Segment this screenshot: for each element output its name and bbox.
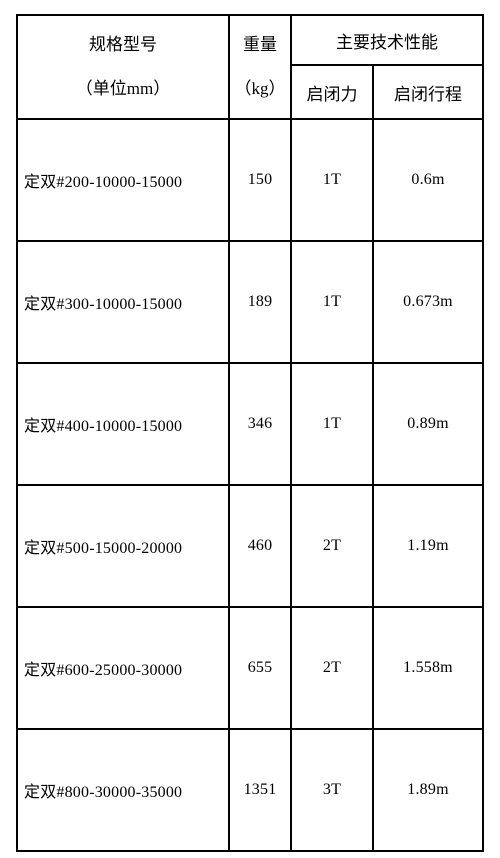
cell-weight: 346 xyxy=(229,363,291,485)
cell-force: 1T xyxy=(291,363,373,485)
header-force: 启闭力 xyxy=(291,65,373,119)
table-row: 定双#200-10000-15000 150 1T 0.6m xyxy=(17,119,483,241)
table-body: 定双#200-10000-15000 150 1T 0.6m 定双#300-10… xyxy=(17,119,483,851)
table-row: 定双#800-30000-35000 1351 3T 1.89m xyxy=(17,729,483,851)
table-row: 定双#600-25000-30000 655 2T 1.558m xyxy=(17,607,483,729)
header-weight-line1: 重量 xyxy=(230,23,290,67)
cell-weight: 1351 xyxy=(229,729,291,851)
cell-stroke: 0.673m xyxy=(373,241,483,363)
header-spec-line2: （单位mm） xyxy=(18,67,228,111)
table-row: 定双#400-10000-15000 346 1T 0.89m xyxy=(17,363,483,485)
cell-stroke: 1.89m xyxy=(373,729,483,851)
cell-model: 定双#800-30000-35000 xyxy=(17,729,229,851)
cell-model: 定双#500-15000-20000 xyxy=(17,485,229,607)
cell-weight: 655 xyxy=(229,607,291,729)
table-row: 定双#500-15000-20000 460 2T 1.19m xyxy=(17,485,483,607)
cell-model: 定双#400-10000-15000 xyxy=(17,363,229,485)
cell-stroke: 0.6m xyxy=(373,119,483,241)
cell-force: 2T xyxy=(291,607,373,729)
cell-model: 定双#600-25000-30000 xyxy=(17,607,229,729)
cell-model: 定双#300-10000-15000 xyxy=(17,241,229,363)
header-row-1: 规格型号 （单位mm） 重量 （kg） 主要技术性能 xyxy=(17,15,483,65)
header-spec: 规格型号 （单位mm） xyxy=(17,15,229,119)
header-stroke: 启闭行程 xyxy=(373,65,483,119)
cell-force: 1T xyxy=(291,241,373,363)
header-perf-group: 主要技术性能 xyxy=(291,15,483,65)
header-weight: 重量 （kg） xyxy=(229,15,291,119)
cell-weight: 150 xyxy=(229,119,291,241)
cell-force: 1T xyxy=(291,119,373,241)
cell-weight: 460 xyxy=(229,485,291,607)
cell-force: 3T xyxy=(291,729,373,851)
cell-force: 2T xyxy=(291,485,373,607)
cell-stroke: 1.19m xyxy=(373,485,483,607)
table-row: 定双#300-10000-15000 189 1T 0.673m xyxy=(17,241,483,363)
cell-model: 定双#200-10000-15000 xyxy=(17,119,229,241)
table-header: 规格型号 （单位mm） 重量 （kg） 主要技术性能 启闭力 启闭行程 xyxy=(17,15,483,119)
header-spec-line1: 规格型号 xyxy=(18,23,228,67)
header-weight-line2: （kg） xyxy=(230,67,290,111)
cell-weight: 189 xyxy=(229,241,291,363)
cell-stroke: 1.558m xyxy=(373,607,483,729)
page: 规格型号 （单位mm） 重量 （kg） 主要技术性能 启闭力 启闭行程 定双#2… xyxy=(0,0,500,858)
spec-table: 规格型号 （单位mm） 重量 （kg） 主要技术性能 启闭力 启闭行程 定双#2… xyxy=(16,14,484,852)
cell-stroke: 0.89m xyxy=(373,363,483,485)
